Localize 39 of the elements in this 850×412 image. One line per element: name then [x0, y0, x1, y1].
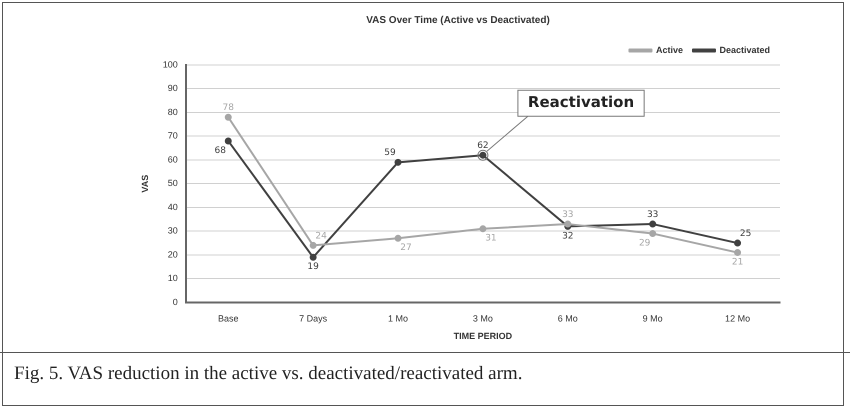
- data-label: 33: [562, 210, 574, 220]
- data-label: 24: [315, 231, 328, 242]
- x-tick-label: Base: [218, 313, 239, 324]
- y-axis-title: VAS: [140, 174, 150, 193]
- caption: Fig. 5. VAS reduction in the active vs. deactivated/reactivated arm.: [0, 352, 850, 395]
- data-label: 21: [732, 257, 744, 268]
- data-label: 19: [307, 262, 320, 272]
- legend-label: Active: [656, 44, 683, 55]
- y-tick-label: 80: [168, 106, 178, 117]
- data-label: 59: [384, 148, 396, 158]
- x-tick-label: 12 Mo: [725, 313, 750, 324]
- y-tick-label: 10: [168, 273, 178, 284]
- data-label: 27: [400, 243, 412, 254]
- data-label: 32: [562, 231, 574, 242]
- y-tick-label: 30: [168, 226, 178, 236]
- x-tick-label: 3 Mo: [472, 313, 493, 324]
- y-tick-label: 100: [162, 59, 178, 70]
- data-label: 29: [638, 238, 651, 248]
- x-axis-title: TIME PERIOD: [454, 331, 513, 342]
- x-tick-label: 7 Days: [299, 313, 328, 324]
- annotation: Reactivation: [528, 93, 634, 112]
- y-tick-label: 70: [168, 130, 178, 141]
- y-tick-label: 40: [168, 202, 178, 212]
- x-tick-label: 9 Mo: [642, 313, 663, 324]
- y-tick-label: 0: [172, 296, 178, 307]
- data-label: 78: [222, 103, 234, 114]
- data-label: 68: [214, 146, 226, 156]
- data-label: 62: [477, 141, 489, 152]
- data-label: 31: [485, 234, 497, 244]
- data-label: 25: [740, 228, 752, 239]
- y-tick-label: 50: [168, 178, 178, 188]
- y-tick-label: 60: [168, 154, 178, 164]
- legend-label: Deactivated: [719, 44, 770, 55]
- chart-title: VAS Over Time (Active vs Deactivated): [366, 14, 550, 26]
- y-tick-label: 20: [168, 249, 178, 260]
- x-tick-label: 6 Mo: [558, 313, 578, 324]
- data-label: 33: [646, 210, 658, 220]
- x-tick-label: 1 Mo: [388, 313, 408, 324]
- y-tick-label: 90: [168, 83, 178, 94]
